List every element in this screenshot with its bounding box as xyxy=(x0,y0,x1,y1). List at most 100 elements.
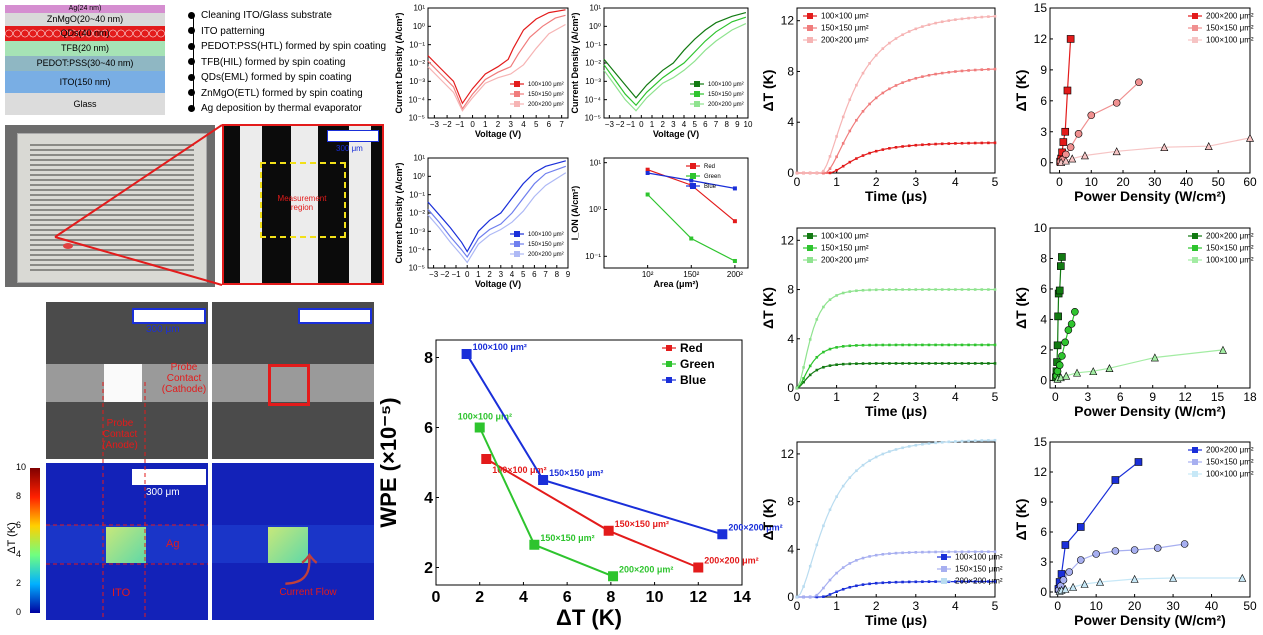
series-line xyxy=(796,362,995,389)
x-tick-label: 5 xyxy=(992,390,999,404)
data-point xyxy=(1071,308,1079,316)
data-point xyxy=(940,288,944,291)
data-point xyxy=(980,15,984,19)
data-point xyxy=(987,141,990,145)
legend-marker xyxy=(694,81,700,87)
x-tick-label: 5 xyxy=(534,120,539,129)
data-point xyxy=(934,288,937,291)
data-point xyxy=(888,87,891,91)
legend-marker xyxy=(1192,233,1198,239)
y-tick-label: 12 xyxy=(781,233,795,247)
series xyxy=(795,362,997,390)
x-tick-label: 1 xyxy=(476,270,481,279)
series xyxy=(603,12,747,99)
data-point xyxy=(802,377,805,380)
y-tick-label: 10⁻³ xyxy=(409,227,425,236)
x-tick-label: 3 xyxy=(912,175,919,189)
data-point xyxy=(1096,577,1104,586)
stack-layer: TFB(20 nm) xyxy=(5,41,165,56)
data-point xyxy=(1068,154,1077,163)
data-point xyxy=(980,362,984,365)
legend-label: 150×150 μm² xyxy=(528,242,564,248)
data-point xyxy=(894,343,898,347)
y-tick-label: 8 xyxy=(424,350,433,367)
data-point xyxy=(1055,361,1064,369)
data-point xyxy=(808,171,812,175)
data-point xyxy=(894,448,898,451)
colorbar-tick: 10 xyxy=(16,462,27,472)
data-point xyxy=(1218,345,1227,354)
point-label: 150×150 μm² xyxy=(615,519,669,529)
x-tick-label: 5 xyxy=(521,270,526,279)
data-point xyxy=(815,368,819,372)
data-point xyxy=(732,186,737,191)
x-tick-label: −1 xyxy=(626,120,636,129)
data-point xyxy=(874,343,878,347)
series xyxy=(645,170,737,191)
series xyxy=(1053,345,1227,383)
legend-marker xyxy=(1192,25,1198,31)
x-tick-label: 200² xyxy=(727,270,743,279)
process-step: TFB(HIL) formed by spin coating xyxy=(188,57,346,68)
data-point xyxy=(894,580,898,584)
data-point xyxy=(861,343,865,347)
chart-jv-red: −3 −2 −1 0 1 2 3 4 5 6 7 10⁻⁵ 10⁻⁴ 10⁻³ 10⁻² 10⁻¹ 10⁰ 10¹… xyxy=(394,4,569,139)
series xyxy=(603,23,747,112)
point-label: 200×200 μm² xyxy=(704,556,758,566)
y-axis-label: Current Density (A/cm²) xyxy=(394,12,404,113)
data-point xyxy=(841,142,845,145)
data-point xyxy=(835,294,838,297)
x-tick-label: 3 xyxy=(912,390,919,404)
stack-layer: ZnMgO(20~40 nm) xyxy=(5,13,165,26)
y-tick-label: 0 xyxy=(787,381,794,395)
data-point xyxy=(835,155,838,159)
data-point xyxy=(934,550,937,554)
data-point xyxy=(1111,476,1120,484)
data-point xyxy=(980,550,984,554)
x-tick-label: 9 xyxy=(1149,390,1156,404)
legend-label: 200×200 μm² xyxy=(1206,232,1254,241)
data-point xyxy=(973,288,977,291)
data-point xyxy=(973,16,977,19)
legend-label: Blue xyxy=(704,184,717,190)
y-tick-label: 10⁻⁵ xyxy=(409,264,425,273)
x-axis-label: Voltage (V) xyxy=(653,129,699,139)
series xyxy=(427,165,567,259)
data-point xyxy=(538,475,549,485)
data-point xyxy=(973,550,977,554)
series xyxy=(1056,78,1143,166)
data-point xyxy=(947,288,951,291)
data-point xyxy=(481,454,492,464)
data-point xyxy=(822,171,825,175)
x-tick-label: 60 xyxy=(1243,175,1257,189)
data-point xyxy=(855,344,858,347)
y-tick-label: 10⁻⁴ xyxy=(584,95,601,104)
x-tick-label: 0 xyxy=(794,599,801,613)
y-tick-label: 10 xyxy=(1034,221,1048,235)
y-tick-label: 6 xyxy=(1040,525,1047,539)
x-tick-label: 40 xyxy=(1180,175,1194,189)
legend-label: 200×200 μm² xyxy=(528,252,564,258)
data-point xyxy=(874,553,878,557)
legend-label: 150×150 μm² xyxy=(1206,244,1254,253)
x-tick-label: −3 xyxy=(605,120,615,129)
data-point xyxy=(947,440,951,444)
data-point xyxy=(967,580,970,583)
data-point xyxy=(921,343,924,347)
y-tick-label: 0 xyxy=(787,590,794,604)
plot-frame xyxy=(1049,227,1251,389)
process-step: ZnMgO(ETL) formed by spin coating xyxy=(188,88,363,99)
data-point xyxy=(1063,86,1072,95)
x-tick-label: −2 xyxy=(615,120,625,129)
data-point xyxy=(795,595,799,599)
legend-marker xyxy=(514,101,520,107)
legend-label: Green xyxy=(704,174,721,180)
data-point xyxy=(907,445,911,448)
data-point xyxy=(927,550,931,554)
plot-frame xyxy=(435,339,743,586)
data-point xyxy=(717,529,728,540)
y-tick-label: 8 xyxy=(1040,251,1047,265)
data-point xyxy=(802,380,805,384)
